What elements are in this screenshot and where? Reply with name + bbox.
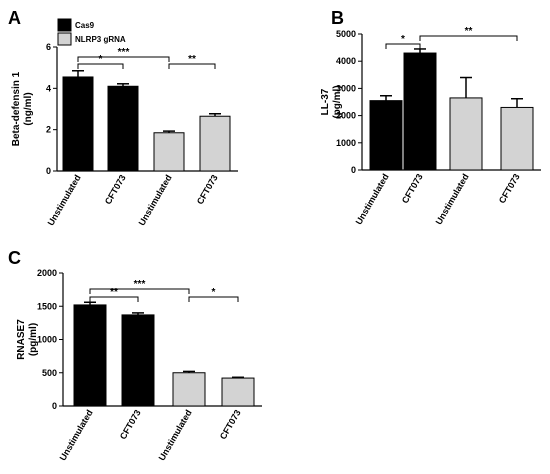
panel-c-category-label-2: CFT073 [118,408,143,441]
panel-a-y-tick-label: 4 [46,83,51,93]
panel-a-category-label-3: Unstimulated [137,173,174,227]
panel-c-significance-label-2: *** [134,279,146,290]
panel-c-y-tick-label: 1500 [37,301,57,311]
panel-c-bar-4 [221,377,255,407]
panel-b-significance-bracket-1 [385,43,421,49]
panel-b-y-tick-label: 5000 [336,29,356,39]
panel-c-bar-3 [172,372,206,407]
panel-c-category-label-3: Unstimulated [157,408,194,462]
panel-a-category-label-2: CFT073 [103,173,128,206]
panel-c-category-label-1: Unstimulated [58,408,95,462]
panel-b-y-tick-label: 2000 [336,111,356,121]
legend: Cas9 NLRP3 gRNA [57,18,126,46]
panel-a-y-axis-unit: (ng/ml) [23,92,34,125]
panel-c-bar-1 [73,304,107,407]
panel-c-bar-2 [121,314,155,407]
legend-swatch-nlrp3 [57,32,72,46]
panel-c-category-label-4: CFT073 [218,408,243,441]
panel-b-y-tick-label: 0 [351,165,356,175]
panel-a-category-label-4: CFT073 [195,173,220,206]
panel-a-y-axis-label: Beta-defensin 1 [11,71,22,146]
panel-c-significance-label-1: ** [110,287,118,298]
panel-a-significance-label-3: ** [188,54,196,65]
panel-b-bar-2 [403,52,437,171]
panel-a-bar-4 [199,115,231,172]
panel-b-category-label-3: Unstimulated [434,172,471,226]
panel-c-y-tick-label: 2000 [37,268,57,278]
panel-letter-b: B [331,8,344,28]
panel-b-bar-3 [449,97,483,171]
panel-c-y-axis-unit: (pg/ml) [28,323,39,356]
panel-a-bar-2 [107,85,139,172]
panel-a-y-tick-label: 6 [46,42,51,52]
panel-b-significance-bracket-2 [419,35,518,41]
panel-a-y-tick-label: 0 [46,166,51,176]
panel-c-y-tick-label: 500 [42,368,57,378]
panel-a-y-tick-label: 2 [46,125,51,135]
panel-a-bar-3 [153,132,185,172]
panel-c-significance-bracket-3 [188,296,239,302]
panel-b-significance-label-2: ** [465,26,473,37]
panel-a-significance-bracket-3 [168,63,216,69]
panel-b-category-label-2: CFT073 [400,172,425,205]
panel-a-significance-bracket-1 [77,63,124,69]
panel-a-significance-label-1: * [99,54,103,65]
panel-b-y-axis-label: LL-37 [320,88,331,115]
legend-label-nlrp3: NLRP3 gRNA [75,35,126,44]
panel-b-bar-4 [500,106,534,171]
panel-b-y-tick-label: 1000 [336,138,356,148]
panel-c-y-tick-label: 0 [52,401,57,411]
panel-b-bar-1 [369,100,403,171]
panel-b-chart: B 0 1000 2000 3000 4000 5000 LL-37 (pg/ml) Unsti… [320,8,541,226]
legend-swatch-cas9 [57,18,72,32]
panel-a-significance-bracket-2 [77,56,170,62]
panel-letter-c: C [8,248,21,268]
panel-c-y-axis-label: RNASE7 [16,319,27,360]
panel-b-y-tick-label: 3000 [336,83,356,93]
panel-b-category-label-1: Unstimulated [354,172,391,226]
legend-label-cas9: Cas9 [75,21,95,30]
panel-c-significance-label-3: * [212,287,216,298]
panel-c-y-tick-label: 1000 [37,335,57,345]
panel-b-category-label-4: CFT073 [497,172,522,205]
panel-b-y-tick-label: 4000 [336,56,356,66]
panel-a-significance-label-2: *** [118,47,130,58]
panel-c-significance-bracket-2 [89,288,190,294]
panel-letter-a: A [8,8,21,28]
panel-c-chart: C 0 500 1000 1500 2000 RNASE7 (pg/ml) Unstimula… [8,248,262,462]
panel-b-y-axis-unit: (pg/ml) [332,85,343,118]
panel-c-significance-bracket-1 [89,296,139,302]
panel-a-bar-1 [62,76,94,172]
panel-a-category-label-1: Unstimulated [46,173,83,227]
panel-b-significance-label-1: * [401,34,405,45]
